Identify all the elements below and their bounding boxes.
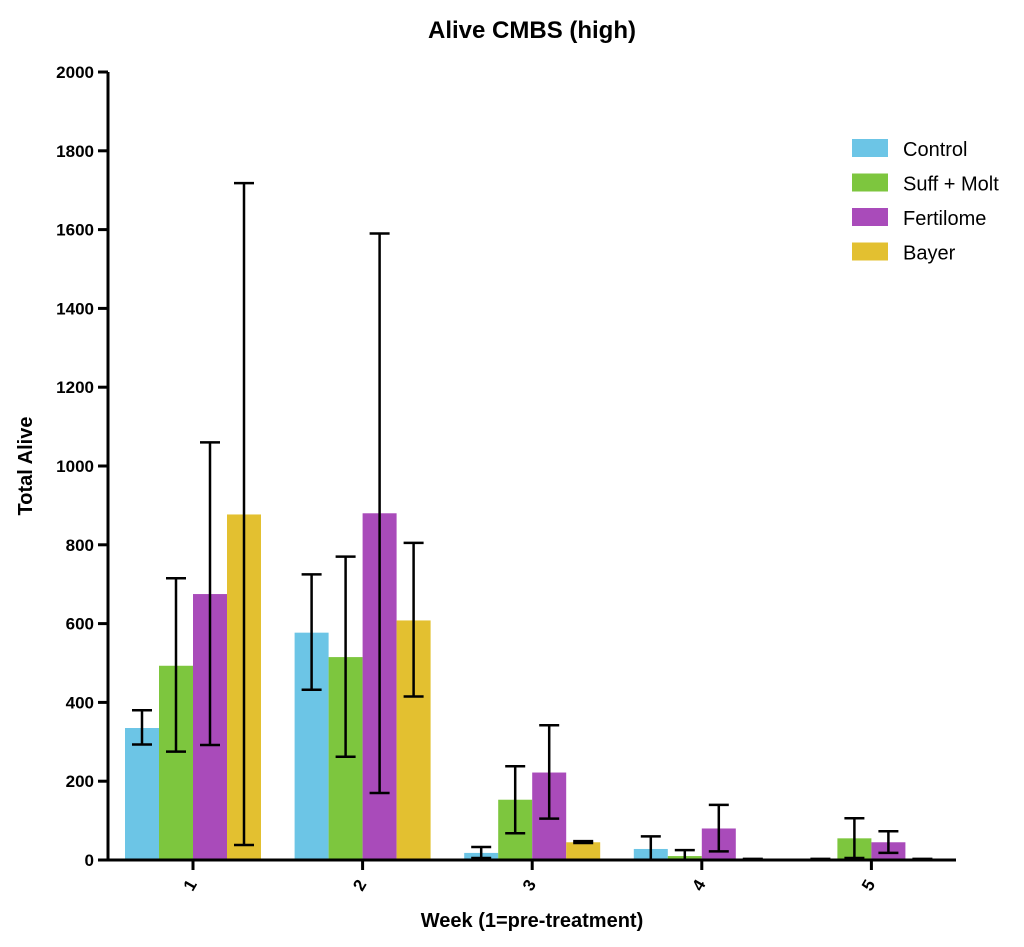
chart-title: Alive CMBS (high) <box>428 17 636 44</box>
y-tick-label: 600 <box>66 615 94 634</box>
y-tick-label: 1000 <box>56 457 94 476</box>
error-bar-suff-molt-week-2 <box>335 555 356 759</box>
error-bar-control-week-2 <box>301 573 322 692</box>
x-tick-label: 3 <box>519 876 540 894</box>
legend-label: Fertilome <box>903 208 986 230</box>
error-bar-fertilome-week-1 <box>200 441 220 747</box>
error-bar-fertilome-week-3 <box>539 724 560 820</box>
y-tick-label: 200 <box>66 772 94 791</box>
bars-layer <box>125 513 940 860</box>
legend-swatch <box>852 173 888 192</box>
error-bar-suff-molt-week-5 <box>844 816 865 860</box>
error-bar-suff-molt-week-1 <box>166 577 186 753</box>
legend-swatch <box>852 242 888 261</box>
legend-item-suff-molt: Suff + Molt <box>852 173 999 196</box>
y-tick-label: 1200 <box>56 378 94 397</box>
error-bar-bayer-week-3 <box>573 839 594 845</box>
y-tick-label: 800 <box>66 536 94 555</box>
bar-bayer-week-3 <box>566 842 601 860</box>
legend: Control Suff + Molt Fertilome Bayer <box>852 139 999 265</box>
y-tick-label: 400 <box>66 693 94 712</box>
error-bar-fertilome-week-5 <box>878 829 899 855</box>
error-bar-fertilome-week-2 <box>369 232 390 795</box>
legend-label: Control <box>903 139 967 161</box>
y-tick-label: 1600 <box>56 221 94 240</box>
y-tick-label: 1400 <box>56 299 94 318</box>
y-tick-label: 0 <box>85 851 94 870</box>
bar-control-week-1 <box>125 728 159 860</box>
x-tick-label: 1 <box>180 876 201 894</box>
error-bar-control-week-1 <box>132 709 152 746</box>
error-bar-control-week-3 <box>471 845 492 860</box>
legend-item-fertilome: Fertilome <box>852 208 986 230</box>
x-tick-label: 2 <box>349 876 370 894</box>
x-tick-label: 5 <box>858 876 879 894</box>
legend-item-bayer: Bayer <box>852 242 956 265</box>
x-axis-label: Week (1=pre-treatment) <box>421 910 643 932</box>
legend-label: Suff + Molt <box>903 174 999 196</box>
x-tick-label: 4 <box>688 876 709 894</box>
error-bar-suff-molt-week-3 <box>505 764 526 835</box>
error-bar-bayer-week-1 <box>234 181 254 847</box>
error-bars-layer <box>132 181 933 862</box>
error-bar-fertilome-week-4 <box>708 803 729 853</box>
legend-label: Bayer <box>903 243 956 265</box>
error-bar-bayer-week-2 <box>403 541 424 698</box>
y-axis-label: Total Alive <box>15 417 37 516</box>
legend-swatch <box>852 139 888 157</box>
y-tick-label: 1800 <box>56 142 94 161</box>
y-tick-label: 2000 <box>56 63 94 82</box>
legend-swatch <box>852 208 888 226</box>
legend-item-control: Control <box>852 139 967 161</box>
